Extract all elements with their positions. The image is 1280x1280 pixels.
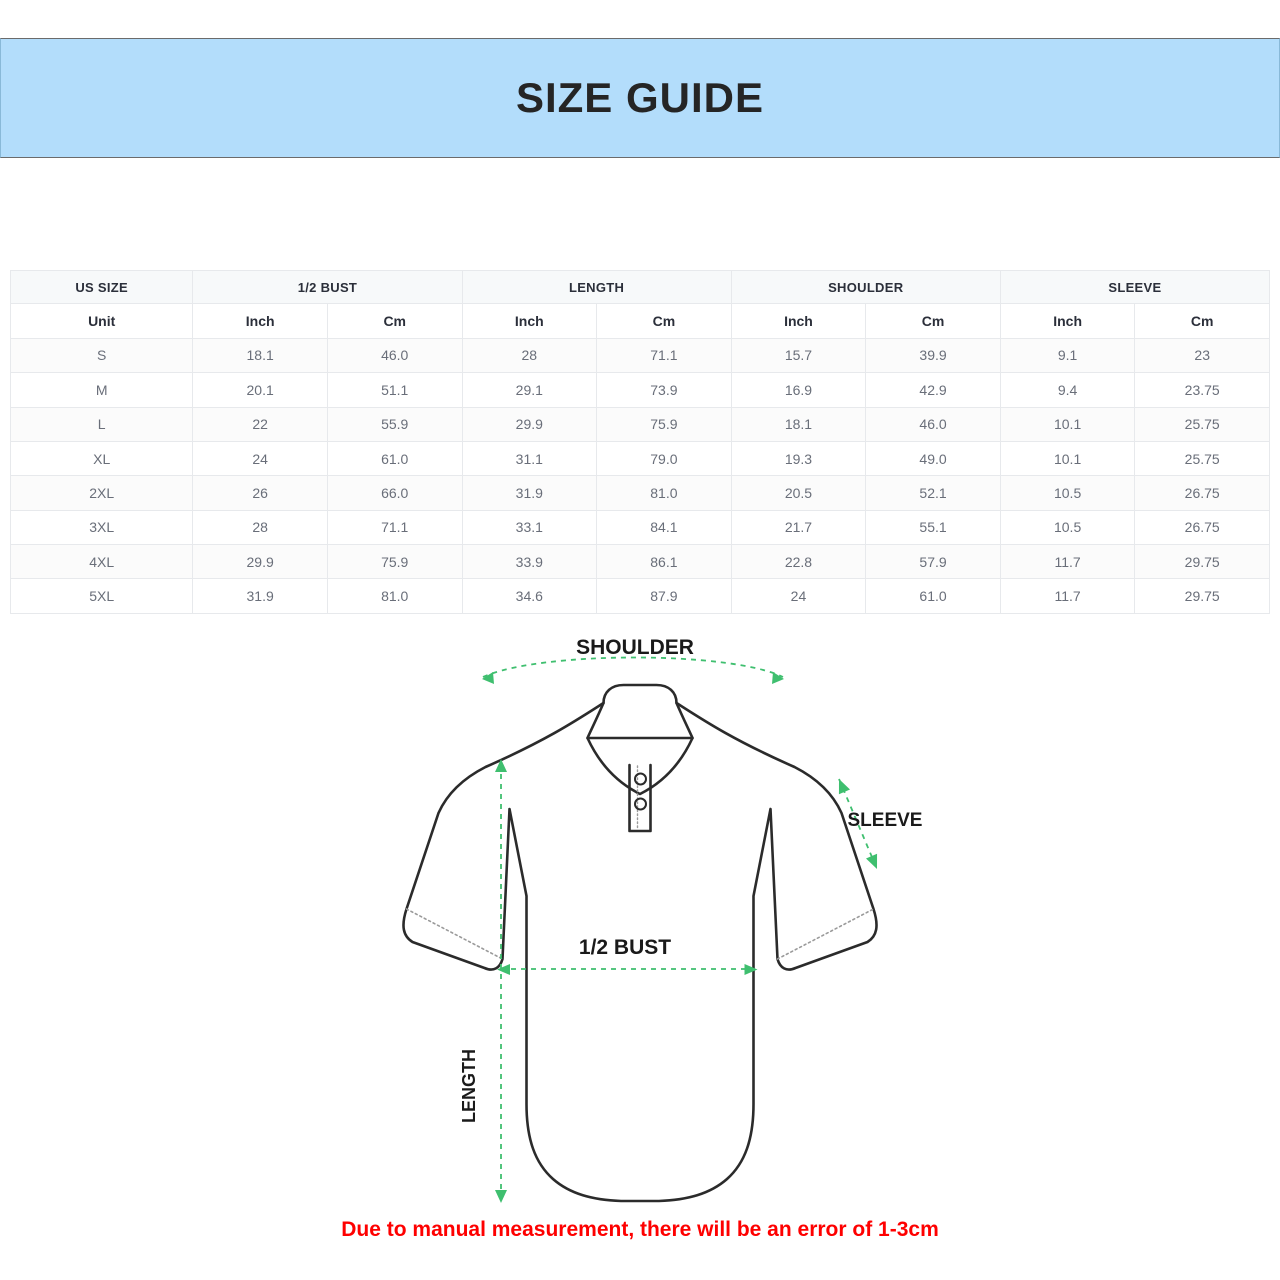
svg-text:1/2 BUST: 1/2 BUST <box>579 936 671 959</box>
svg-text:SHOULDER: SHOULDER <box>576 636 694 659</box>
svg-text:LENGTH: LENGTH <box>459 1049 479 1123</box>
svg-text:SLEEVE: SLEEVE <box>848 810 923 831</box>
